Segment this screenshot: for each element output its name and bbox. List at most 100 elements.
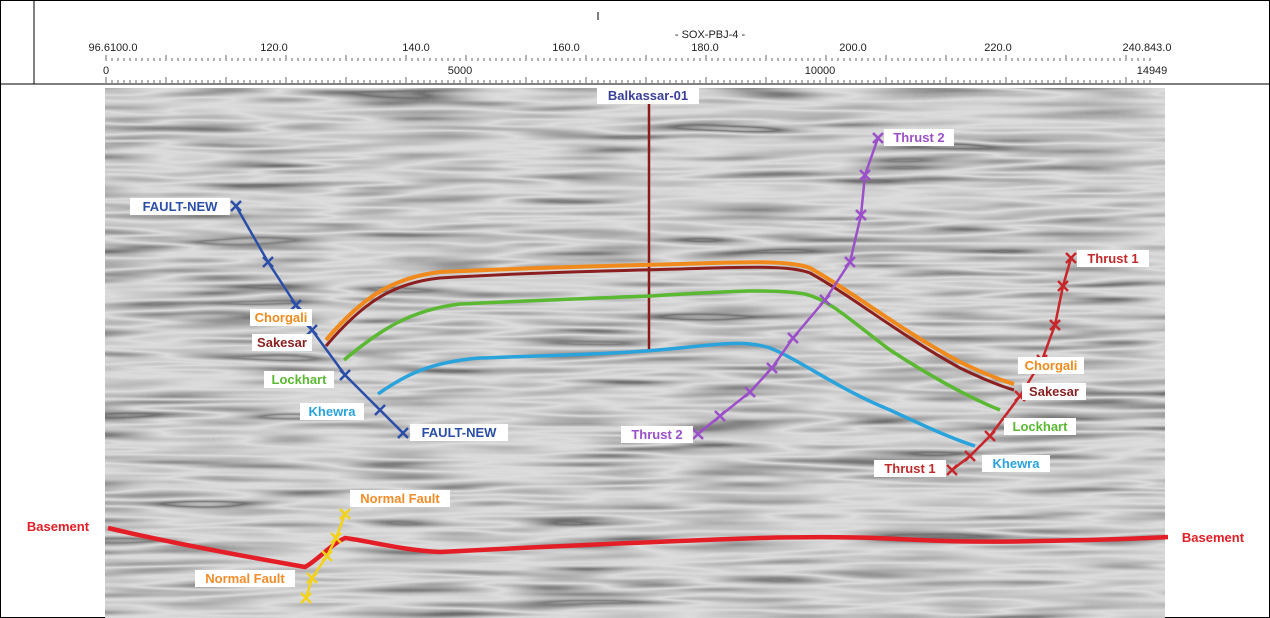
chorgali-right-label: Chorgali xyxy=(1018,357,1084,374)
well-label: Balkassar-01 xyxy=(597,87,699,104)
fault-new-top-text: FAULT-NEW xyxy=(143,199,219,214)
basement-left-text: Basement xyxy=(27,519,90,534)
thrust-2-pick-marker xyxy=(787,332,799,344)
axis-header xyxy=(1,1,1269,84)
horizon-lockhart xyxy=(342,289,1001,412)
fault-new-pick-marker xyxy=(306,324,318,336)
basement-right-box xyxy=(1168,528,1258,546)
thrust-1-pick-marker xyxy=(984,430,996,442)
sakesar-right-text: Sakesar xyxy=(1029,384,1079,399)
fault-new-bottom-label: FAULT-NEW xyxy=(410,424,508,441)
thrust-2-bottom-box xyxy=(621,426,693,443)
basement-right-text: Basement xyxy=(1182,530,1245,545)
thrust-1-top-text: Thrust 1 xyxy=(1087,251,1138,266)
thrust-1-bottom-text: Thrust 1 xyxy=(884,461,935,476)
fault-new-pick-marker xyxy=(290,299,302,311)
basement-right-label: Basement xyxy=(1168,528,1258,546)
top-axis-label-7: 220.0 xyxy=(984,42,1012,54)
fault-new-bottom-text: FAULT-NEW xyxy=(422,425,498,440)
bottom-axis: 0 5000 10000 14949 xyxy=(103,65,1167,77)
khewra-left-text: Khewra xyxy=(309,404,357,419)
lockhart-right-label: Lockhart xyxy=(1004,418,1076,435)
thrust-1-pick-marker xyxy=(964,450,976,462)
thrust-2-top-label: Thrust 2 xyxy=(884,129,954,146)
sakesar-right-box xyxy=(1022,383,1086,400)
top-axis-label-1: 96.6100.0 xyxy=(89,42,138,54)
sakesar-left-label: Sakesar xyxy=(252,334,312,351)
basement-left-box xyxy=(12,518,104,536)
chorgali-right-box xyxy=(1018,357,1084,374)
bottom-axis-label-1: 0 xyxy=(103,65,109,77)
chorgali-right-text: Chorgali xyxy=(1025,358,1078,373)
top-axis-label-8: 240.843.0 xyxy=(1123,42,1172,54)
thrust-2-bottom-label: Thrust 2 xyxy=(621,426,693,443)
lockhart-left-box xyxy=(264,371,334,388)
thrust-2-pick-marker xyxy=(859,169,871,181)
chorgali-left-box xyxy=(250,309,312,326)
fault-new-pick-marker xyxy=(230,200,242,212)
horizons xyxy=(107,260,1169,570)
sakesar-left-box xyxy=(252,334,312,351)
fault-markers xyxy=(230,132,1077,604)
chorgali-left-text: Chorgali xyxy=(255,310,308,325)
sakesar-right-label: Sakesar xyxy=(1022,383,1086,400)
horizon-chorgali xyxy=(324,260,1015,386)
thrust-2-pick-marker xyxy=(692,428,704,440)
normal-fault-bottom-text: Normal Fault xyxy=(205,571,285,586)
line-name: - SOX-PBJ-4 - xyxy=(675,29,746,41)
thrust-1-top-box xyxy=(1077,250,1149,267)
normal-fault-bottom-label: Normal Fault xyxy=(195,570,295,587)
thrust-2-trace xyxy=(697,137,880,435)
top-axis-ticks xyxy=(105,55,1151,83)
fault-new-pick-marker xyxy=(339,369,351,381)
bottom-axis-label-4: 14949 xyxy=(1137,65,1168,77)
normal-fault-pick-marker xyxy=(300,592,312,604)
top-axis-label-5: 180.0 xyxy=(691,42,719,54)
fault-new-pick-marker xyxy=(374,404,386,416)
well-label-box xyxy=(597,87,699,104)
normal-fault-pick-marker xyxy=(330,532,342,544)
top-axis-label-6: 200.0 xyxy=(839,42,867,54)
chorgali-left-label: Chorgali xyxy=(250,309,312,326)
fault-new-top-box xyxy=(130,198,230,215)
well-name: Balkassar-01 xyxy=(608,88,688,103)
labels: Balkassar-01 FAULT-NEW FAULT-NEW Thrust … xyxy=(12,87,1258,587)
bottom-axis-label-2: 5000 xyxy=(448,65,472,77)
khewra-left-box xyxy=(300,403,364,420)
thrust-2-top-box xyxy=(884,129,954,146)
normal-fault-top-text: Normal Fault xyxy=(360,491,440,506)
normal-fault-pick-marker xyxy=(321,550,333,562)
normal-fault-top-label: Normal Fault xyxy=(350,490,450,507)
horizon-basement xyxy=(107,525,1169,570)
lockhart-right-text: Lockhart xyxy=(1013,419,1069,434)
thrust-1-pick-marker xyxy=(1057,280,1069,292)
thrust-2-pick-marker xyxy=(844,256,856,268)
normal-fault-top-box xyxy=(350,490,450,507)
khewra-right-box xyxy=(982,455,1050,472)
thrust-2-top-text: Thrust 2 xyxy=(893,130,944,145)
fault-new-pick-marker xyxy=(397,427,409,439)
basement-left-label: Basement xyxy=(12,518,104,536)
horizon-khewra xyxy=(376,341,976,448)
thrust-1-pick-marker xyxy=(946,464,958,476)
lockhart-left-label: Lockhart xyxy=(264,371,334,388)
thrust-2-pick-marker xyxy=(744,386,756,398)
top-axis: 96.6100.0 120.0 140.0 160.0 180.0 200.0 … xyxy=(89,42,1172,54)
lockhart-right-box xyxy=(1004,418,1076,435)
thrust-1-bottom-box xyxy=(874,460,946,477)
lockhart-left-text: Lockhart xyxy=(272,372,328,387)
top-axis-label-3: 140.0 xyxy=(402,42,430,54)
khewra-right-label: Khewra xyxy=(982,455,1050,472)
thrust-1-pick-marker xyxy=(1049,319,1061,331)
thrust-2-pick-marker xyxy=(766,362,778,374)
top-axis-label-4: 160.0 xyxy=(552,42,580,54)
top-axis-label-2: 120.0 xyxy=(260,42,288,54)
thrust-2-pick-marker xyxy=(714,410,726,422)
thrust-1-bottom-label: Thrust 1 xyxy=(874,460,946,477)
thrust-2-bottom-text: Thrust 2 xyxy=(631,427,682,442)
normal-fault-pick-marker xyxy=(339,508,351,520)
fault-new-pick-marker xyxy=(262,256,274,268)
thrust-2-pick-marker xyxy=(872,132,884,144)
normal-fault-pick-marker xyxy=(306,572,318,584)
